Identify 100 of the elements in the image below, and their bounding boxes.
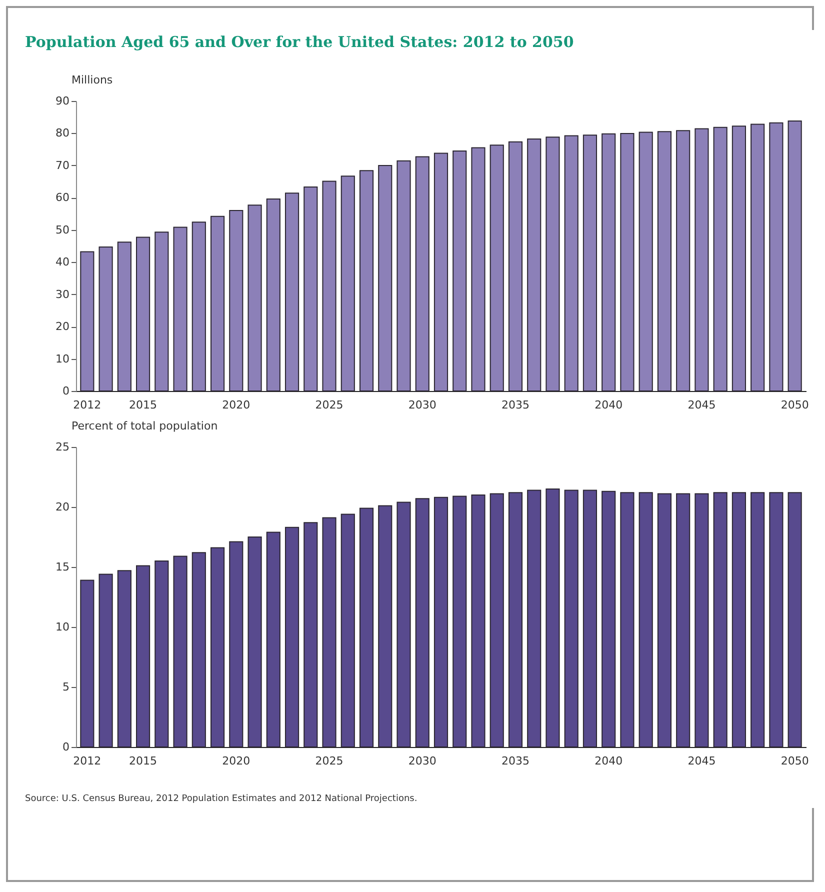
bar [210,216,225,392]
bar [564,135,578,392]
bar [210,547,225,748]
x-tick-label: 2050 [780,398,809,412]
y-tick-label: 90 [56,94,70,108]
x-tick-label: 2012 [73,754,102,768]
source-note: Source: U.S. Census Bureau, 2012 Population Estimates and 2012 National Projections. [25,794,418,804]
bar [304,522,318,748]
bar [508,141,523,392]
bar [713,492,728,748]
bar [602,490,616,748]
bar [192,222,206,392]
bar [546,136,560,392]
x-tick-label: 2035 [501,754,530,768]
bar [694,493,709,748]
bar [750,492,765,748]
bar [769,492,784,748]
y-tick-label: 0 [62,384,70,398]
x-tick-label: 2012 [73,398,102,412]
y-tick-label: 40 [56,256,70,269]
bar [378,164,392,392]
bar [508,492,523,748]
bar [284,192,300,392]
y-tick-label: 20 [56,500,70,514]
bar [266,532,280,748]
bar [527,138,542,392]
x-tick-label: 2030 [408,754,436,768]
x-tick-label: 2035 [501,398,530,412]
y-tick-label: 5 [62,680,70,694]
bar [173,556,188,748]
bar [788,492,802,748]
bar [248,536,262,748]
bar [564,490,578,748]
bar [638,132,653,392]
bar [657,131,672,392]
bar [471,147,486,392]
bar [713,126,728,392]
bar [676,130,690,392]
bar [676,493,690,748]
bar [620,133,634,392]
x-tick-label: 2050 [780,754,809,768]
bar [582,490,598,748]
y-tick-label: 0 [62,740,70,754]
x-tick-label: 2040 [594,398,623,412]
bar [788,120,802,392]
bar [694,128,709,392]
bar [359,170,374,392]
bar [117,570,132,748]
x-tick-label: 2015 [129,754,158,768]
bar [471,494,486,748]
bar [284,526,300,748]
x-tick-label: 2015 [129,398,158,412]
bar [415,498,430,748]
bar [620,492,634,748]
bar [359,508,374,748]
bar [434,152,448,392]
x-tick-label: 2020 [222,754,250,768]
bar [452,150,467,392]
y-tick-label: 10 [56,620,70,634]
bar [657,493,672,748]
bar [434,496,448,748]
y-tick-label: 80 [56,126,70,140]
bar [98,246,113,392]
y-tick-label: 70 [56,158,70,172]
bar [396,502,411,748]
bar [452,496,467,748]
bar [340,514,355,748]
y-axis-title: Percent of total population [72,420,218,432]
bar [136,565,150,748]
x-tick-label: 2030 [408,398,436,412]
bar [396,160,411,392]
y-tick-label: 30 [56,288,70,301]
x-tick-label: 2045 [688,398,716,412]
y-tick-label: 60 [56,191,70,204]
bar [732,492,746,748]
bar [582,134,598,392]
bar [248,204,262,392]
y-tick-label: 25 [56,440,70,454]
y-axis-title: Millions [72,74,113,86]
bar [732,126,746,392]
bar [154,232,169,392]
bar [98,574,113,748]
y-tick-label: 10 [56,352,70,366]
bar [415,156,430,392]
bar [527,490,542,748]
bar [117,242,132,392]
x-tick-label: 2025 [315,398,344,412]
bar [192,552,206,748]
bar [266,198,280,392]
bar [80,251,94,392]
x-tick-label: 2020 [222,398,250,412]
bar [322,517,336,748]
chart-title: Population Aged 65 and Over for the United States: 2012 to 2050 [25,33,574,51]
bar [490,144,504,392]
bar [340,176,355,392]
bar [750,124,765,392]
bar [229,210,244,392]
bar [154,560,169,748]
bar [173,226,188,392]
x-tick-label: 2045 [688,754,716,768]
